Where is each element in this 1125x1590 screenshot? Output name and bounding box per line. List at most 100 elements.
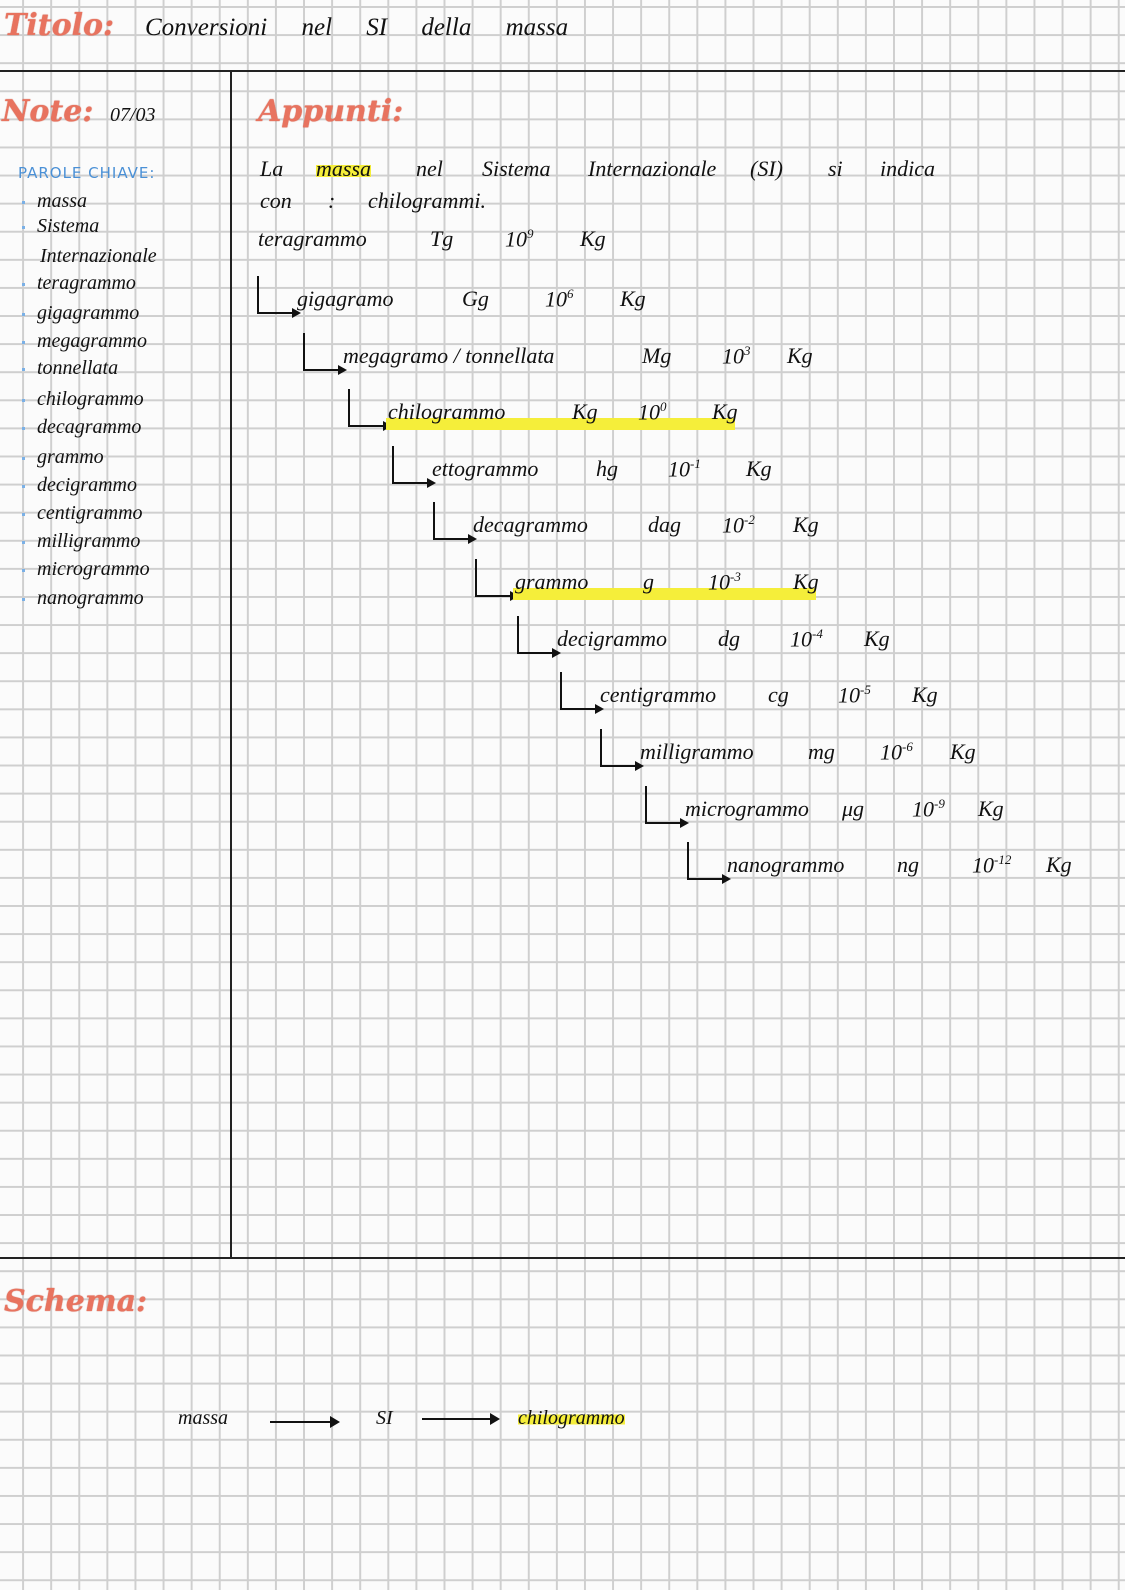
- unit-kg: Kg: [978, 796, 1004, 821]
- column-divider: [230, 70, 232, 1258]
- unit-power: 10-12: [972, 852, 1011, 878]
- schema-massa: massa: [178, 1407, 229, 1429]
- power-exponent: 3: [744, 343, 751, 358]
- unit-name: teragrammo: [258, 226, 367, 251]
- power-base: 10: [790, 626, 812, 652]
- keyword-text: grammo: [37, 446, 104, 468]
- bullet-icon: [22, 568, 25, 572]
- arrow-down-right-icon: [303, 333, 347, 375]
- power-exponent: -5: [860, 682, 871, 697]
- keyword-text: Internazionale: [40, 245, 157, 267]
- power-exponent: -4: [812, 626, 823, 641]
- notes-label: Note:: [2, 94, 94, 129]
- keyword-item: centigrammo: [22, 502, 143, 525]
- power-base: 10: [972, 852, 994, 878]
- keyword-text: nanogrammo: [37, 587, 144, 609]
- unit-power: 10-9: [912, 796, 945, 822]
- power-base: 10: [838, 682, 860, 708]
- unit-kg: Kg: [712, 399, 738, 424]
- unit-symbol: Mg: [642, 343, 672, 368]
- keyword-item: chilogrammo: [22, 388, 144, 411]
- power-exponent: 0: [660, 399, 667, 414]
- unit-symbol: dag: [648, 512, 681, 537]
- unit-power: 100: [638, 399, 667, 425]
- intro-word: :: [328, 188, 336, 213]
- bullet-icon: [22, 225, 25, 229]
- keyword-item: grammo: [22, 446, 104, 469]
- power-base: 10: [668, 456, 690, 482]
- unit-power: 106: [545, 286, 574, 312]
- power-exponent: 6: [567, 286, 574, 301]
- arrow-down-right-icon: [560, 672, 604, 714]
- unit-kg: Kg: [950, 739, 976, 764]
- highlight-band: [513, 588, 816, 600]
- unit-kg: Kg: [787, 343, 813, 368]
- power-exponent: -6: [902, 739, 913, 754]
- unit-power: 109: [505, 226, 534, 252]
- unit-kg: Kg: [793, 512, 819, 537]
- power-exponent: -3: [730, 569, 741, 584]
- unit-power: 10-4: [790, 626, 823, 652]
- keyword-text: decagrammo: [37, 416, 142, 438]
- keyword-item: microgrammo: [22, 558, 150, 581]
- unit-name: decigrammo: [557, 626, 667, 651]
- power-base: 10: [638, 399, 660, 425]
- intro-word: (SI): [750, 156, 783, 181]
- keyword-item: massa: [22, 190, 87, 213]
- unit-symbol: dg: [718, 626, 740, 651]
- keyword-item: decigrammo: [22, 474, 137, 497]
- unit-kg: Kg: [793, 569, 819, 594]
- keyword-item: gigagrammo: [22, 302, 139, 325]
- arrow-down-right-icon: [475, 559, 519, 601]
- unit-name: grammo: [515, 569, 589, 594]
- unit-name: decagrammo: [473, 512, 588, 537]
- unit-kg: Kg: [746, 456, 772, 481]
- arrow-down-right-icon: [257, 276, 301, 318]
- arrow-down-right-icon: [600, 729, 644, 771]
- keyword-item: nanogrammo: [22, 587, 144, 610]
- power-base: 10: [722, 512, 744, 538]
- power-base: 10: [912, 796, 934, 822]
- unit-kg: Kg: [864, 626, 890, 651]
- arrow-right-icon: [270, 1416, 340, 1428]
- arrow-down-right-icon: [687, 842, 731, 884]
- bullet-icon: [22, 282, 25, 286]
- bullet-icon: [22, 398, 25, 402]
- arrow-down-right-icon: [645, 786, 689, 828]
- power-base: 10: [505, 226, 527, 252]
- highlight-band: [386, 418, 735, 430]
- power-base: 10: [722, 343, 744, 369]
- keyword-text: megagrammo: [37, 330, 147, 352]
- power-base: 10: [545, 286, 567, 312]
- intro-word: chilogrammi.: [368, 188, 486, 213]
- unit-symbol: mg: [808, 739, 835, 764]
- unit-name: nanogrammo: [727, 852, 845, 877]
- bullet-icon: [22, 540, 25, 544]
- unit-symbol: g: [643, 569, 654, 594]
- intro-word: Sistema: [482, 156, 551, 181]
- unit-power: 10-1: [668, 456, 701, 482]
- keyword-text: Sistema: [37, 215, 100, 237]
- unit-kg: Kg: [580, 226, 606, 251]
- appunti-label: Appunti:: [258, 94, 404, 129]
- keyword-text: microgrammo: [37, 558, 150, 580]
- unit-symbol: Kg: [572, 399, 598, 424]
- arrow-down-right-icon: [517, 616, 561, 658]
- unit-name: milligrammo: [640, 739, 754, 764]
- intro-word: La: [260, 156, 284, 181]
- unit-symbol: hg: [596, 456, 618, 481]
- keyword-text: centigrammo: [37, 502, 143, 524]
- power-exponent: -9: [934, 796, 945, 811]
- power-base: 10: [880, 739, 902, 765]
- unit-symbol: μg: [842, 796, 865, 821]
- unit-power: 10-6: [880, 739, 913, 765]
- keyword-item: megagrammo: [22, 330, 147, 353]
- bullet-icon: [22, 484, 25, 488]
- keyword-text: milligrammo: [37, 530, 141, 552]
- unit-name: chilogrammo: [388, 399, 506, 424]
- power-exponent: -1: [690, 456, 701, 471]
- bullet-icon: [22, 200, 25, 204]
- intro-word: Internazionale: [588, 156, 717, 181]
- keyword-text: chilogrammo: [37, 388, 144, 410]
- keyword-text: decigrammo: [37, 474, 137, 496]
